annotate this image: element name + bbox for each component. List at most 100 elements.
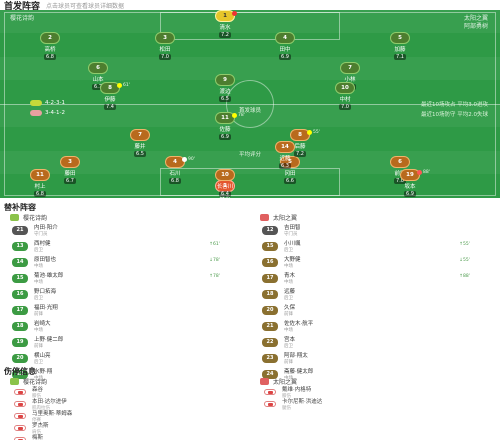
sub-row[interactable]: 17 青木 中场 ↑88' <box>250 270 500 286</box>
player-number: 4 <box>165 156 185 168</box>
away-player-8[interactable]: 10 长谷川 6.4 <box>200 169 250 197</box>
player-rating: 7.0 <box>339 104 351 110</box>
away-player-11[interactable]: 19 88' 坂本 6.9 <box>385 169 435 197</box>
away-player-6[interactable]: 7 藤井 6.5 <box>115 129 165 157</box>
sub-info: 久保 前锋 <box>284 303 295 317</box>
sub-row[interactable]: 15 菊池·雄太郎 中场 ↑78' <box>0 270 250 286</box>
player-name: 中村 <box>339 97 351 103</box>
home-player-5[interactable]: 5 加藤 7.1 <box>375 32 425 60</box>
sub-row[interactable]: 20 久保 前锋 <box>250 302 500 318</box>
away-player-4[interactable]: 5 冈田 6.6 <box>265 156 315 184</box>
injury-row[interactable]: 戴维·内格特 膝伤 <box>250 386 500 399</box>
player-rating: 6.3 <box>279 163 291 169</box>
sub-name: 岩崎大 <box>34 321 51 327</box>
injury-reason: 肩伤 <box>32 430 41 435</box>
player-rating: 6.7 <box>92 84 104 90</box>
player-number: 4 <box>275 32 295 44</box>
player-name: 后藤 <box>294 144 306 150</box>
home-player-10[interactable]: 10 中村 7.0 <box>320 82 370 110</box>
away-subs-team: 太阳之翼 <box>273 214 298 222</box>
sub-row[interactable]: 18 远藤 后卫 <box>250 286 500 302</box>
injury-row[interactable]: 本田·达尔进伊 肌肉拉伤 <box>0 398 250 411</box>
injury-row[interactable]: 梅斯停赛 <box>0 434 250 440</box>
player-name: 佐藤 <box>219 127 231 133</box>
sub-row[interactable]: 13 西村健 后卫 ↑61' <box>0 238 250 254</box>
home-injuries-team: 樱花诗韵 <box>23 378 48 386</box>
home-player-11[interactable]: 11 78' 佐藤 6.9 <box>200 112 250 140</box>
home-player-9[interactable]: 9 渡边 6.5 <box>200 74 250 102</box>
sub-row[interactable]: 15 小川颯 后卫 ↑55' <box>250 238 500 254</box>
sub-row[interactable]: 18 岩崎大 中场 <box>0 318 250 334</box>
sub-row[interactable]: 22 宫本 后卫 <box>250 334 500 350</box>
sub-name: 小川颯 <box>284 241 301 247</box>
sub-name: 阿部·翔太 <box>284 353 308 359</box>
away-player-10[interactable]: 14 近藤 6.3 <box>260 141 310 169</box>
sub-info: 内田·阳介 守门员 <box>34 223 58 237</box>
player-name: 清水 <box>219 25 231 31</box>
away-team-logo-icon <box>260 377 269 385</box>
away-stats: 最近10场防守 平均2.0失球 <box>421 112 488 118</box>
sub-number: 15 <box>262 241 278 251</box>
sub-number: 19 <box>12 337 28 347</box>
player-name: 村上 <box>34 184 46 190</box>
player-rating: 7.0 <box>159 54 171 60</box>
home-player-8[interactable]: 8 61' 伊藤 7.4 <box>85 82 135 110</box>
home-player-4[interactable]: 4 田中 6.9 <box>260 32 310 60</box>
away-player-2[interactable]: 3 藤田 6.7 <box>45 156 95 184</box>
sub-position: 后卫 <box>284 248 293 253</box>
sub-row[interactable]: 17 福田·光翔 前锋 <box>0 302 250 318</box>
sub-row[interactable]: 22 水野·翔 中场 <box>0 366 250 382</box>
away-player-7[interactable]: 8 55' 后藤 7.2 <box>275 129 325 157</box>
home-coach: 阿部勇树 <box>463 23 488 30</box>
sub-row[interactable]: 21 内田·阳介 守门员 <box>0 222 250 238</box>
sub-row[interactable]: 21 佐佐木·航平 中场 <box>250 318 500 334</box>
injury-row[interactable]: 马里奥斯·蒂姆森 停赛 <box>0 410 250 423</box>
home-player-1[interactable]: 1 清水 7.2 <box>200 10 250 38</box>
sub-info: 吉田智 守门员 <box>284 223 301 237</box>
injuries-title: 伤停信息 <box>4 367 36 376</box>
home-player-3[interactable]: 3 松田 7.0 <box>140 32 190 60</box>
player-name: 森本 <box>219 195 231 198</box>
sub-event: ↑78' <box>209 274 220 279</box>
subs-title: 替补阵容 <box>4 203 36 212</box>
player-name: 藤井 <box>134 144 146 150</box>
injury-icon <box>264 401 276 407</box>
sub-name: 远藤 <box>284 289 296 295</box>
sub-name: 内田·阳介 <box>34 225 58 231</box>
home-team-logo-icon <box>10 377 19 385</box>
player-number: 7 <box>340 62 360 74</box>
sub-number: 12 <box>262 225 278 235</box>
sub-row[interactable]: 16 大野健 中场 ↓55' <box>250 254 500 270</box>
away-player-5[interactable]: 6前田7.0 <box>375 156 425 184</box>
away-player-9[interactable]: 11 村上 6.8 <box>15 169 65 197</box>
sub-row[interactable]: 14 原田智也 中场 ↓78' <box>0 254 250 270</box>
home-player-2[interactable]: 2 高桥 6.8 <box>25 32 75 60</box>
sub-row[interactable]: 16 野口拓海 后卫 <box>0 286 250 302</box>
home-player-6[interactable]: 6 山本 6.7 <box>73 62 123 90</box>
injury-reason: 膝伤 <box>282 394 291 399</box>
injury-reason: 腿伤 <box>282 406 291 411</box>
sub-position: 中场 <box>284 280 293 285</box>
injury-player: 马里奥斯·蒂姆森 <box>32 411 73 417</box>
player-number: 11 <box>215 112 235 124</box>
sub-row[interactable]: 12 吉田智 守门员 <box>250 222 500 238</box>
injury-icon <box>14 437 26 440</box>
home-subs-team: 樱花诗韵 <box>23 214 48 222</box>
sub-info: 横山亮 后卫 <box>34 351 51 365</box>
away-player-3[interactable]: 4 90' 石川 6.8 <box>150 156 200 184</box>
sub-event: ↓55' <box>459 258 470 263</box>
sub-row[interactable]: 20 横山亮 后卫 <box>0 350 250 366</box>
player-name: 山本 <box>92 77 104 83</box>
sub-event: ↓78' <box>209 258 220 263</box>
injury-row[interactable]: 罗杰斯 肩伤 <box>0 422 250 435</box>
sub-info: 福田·光翔 前锋 <box>34 303 58 317</box>
injury-row[interactable]: 卡尔尼斯·洪迪达 腿伤 <box>250 398 500 411</box>
sub-row[interactable]: 24 斋藤·健太郎 中场 <box>250 366 500 382</box>
sub-row[interactable]: 19 上野·健二郎 前锋 <box>0 334 250 350</box>
injury-row[interactable]: 森谷 膝伤 <box>0 386 250 399</box>
sub-info: 大野健 中场 <box>284 255 301 269</box>
player-number: 11 <box>30 169 50 181</box>
sub-name: 上野·健二郎 <box>34 337 64 343</box>
sub-row[interactable]: 23 阿部·翔太 前锋 <box>250 350 500 366</box>
player-rating: 6.8 <box>44 54 56 60</box>
